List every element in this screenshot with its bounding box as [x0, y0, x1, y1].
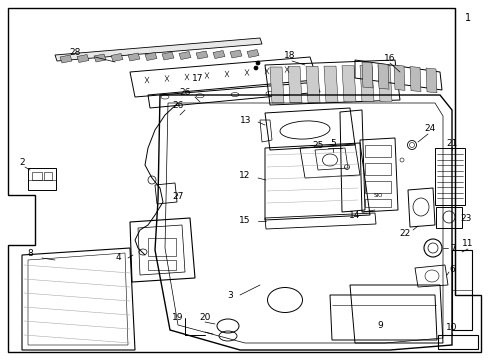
Polygon shape: [359, 66, 373, 102]
Polygon shape: [377, 63, 388, 89]
Polygon shape: [179, 51, 191, 59]
Polygon shape: [341, 66, 355, 102]
Bar: [451, 250, 471, 330]
Polygon shape: [361, 62, 372, 88]
Text: 24: 24: [424, 123, 435, 132]
Polygon shape: [94, 54, 106, 62]
Polygon shape: [77, 54, 89, 63]
Text: 1: 1: [464, 13, 470, 23]
Text: 20: 20: [199, 314, 210, 323]
Bar: [148, 238, 176, 256]
Text: 26: 26: [179, 87, 190, 96]
Text: 23: 23: [459, 213, 471, 222]
Text: 10: 10: [446, 324, 457, 333]
Text: 7: 7: [449, 243, 455, 252]
Text: 28: 28: [69, 48, 81, 57]
Polygon shape: [196, 51, 207, 59]
Polygon shape: [305, 66, 319, 102]
Text: 25: 25: [312, 140, 323, 149]
Text: 22: 22: [399, 229, 410, 238]
Polygon shape: [269, 67, 284, 103]
Polygon shape: [229, 50, 242, 58]
Bar: [437, 335, 477, 349]
Polygon shape: [393, 65, 404, 90]
Text: 6: 6: [448, 266, 454, 274]
Text: SIO: SIO: [372, 193, 382, 198]
Polygon shape: [55, 38, 262, 61]
Text: 8: 8: [27, 248, 33, 257]
Polygon shape: [128, 53, 140, 61]
Bar: [28, 168, 56, 190]
Text: 18: 18: [284, 50, 295, 59]
Polygon shape: [287, 67, 302, 103]
Polygon shape: [213, 50, 224, 59]
Bar: [364, 181, 390, 193]
Polygon shape: [162, 52, 174, 60]
Polygon shape: [409, 67, 420, 91]
Text: 2: 2: [19, 158, 25, 166]
Text: 12: 12: [239, 171, 250, 180]
Text: 21: 21: [446, 139, 457, 148]
Text: 15: 15: [239, 216, 250, 225]
Text: 17: 17: [192, 73, 203, 82]
Bar: [364, 199, 390, 207]
Ellipse shape: [256, 61, 260, 65]
Bar: [364, 145, 390, 157]
Polygon shape: [111, 54, 123, 62]
Polygon shape: [425, 68, 436, 93]
Text: 4: 4: [115, 253, 121, 262]
Polygon shape: [377, 65, 391, 101]
Polygon shape: [324, 66, 337, 102]
Text: 19: 19: [172, 314, 183, 323]
Polygon shape: [145, 53, 157, 60]
Bar: [364, 163, 390, 175]
Text: 16: 16: [384, 54, 395, 63]
Bar: [44, 172, 52, 180]
Bar: [148, 260, 176, 270]
Text: 13: 13: [240, 116, 251, 125]
Bar: [32, 172, 42, 180]
Text: 9: 9: [376, 320, 382, 329]
Text: 14: 14: [348, 211, 360, 220]
Text: 26: 26: [172, 100, 183, 109]
Text: 3: 3: [226, 291, 232, 300]
Polygon shape: [60, 55, 72, 63]
Text: 27: 27: [172, 192, 183, 201]
Polygon shape: [246, 50, 259, 58]
Text: 5: 5: [329, 139, 335, 148]
Text: 11: 11: [461, 239, 473, 248]
Ellipse shape: [253, 66, 258, 70]
